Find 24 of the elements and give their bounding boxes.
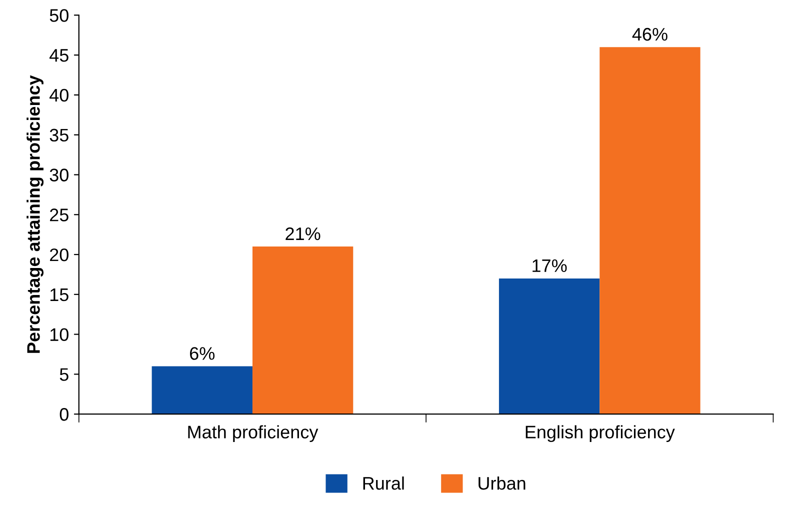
y-tick-label: 0 [60,408,68,421]
y-tick-label: 25 [50,208,68,222]
y-tick-label: 15 [50,288,68,302]
y-tick-label: 35 [50,128,68,142]
data-label: 21% [286,227,320,240]
legend-label: Rural [363,476,404,490]
x-tick-label: Math proficiency [188,425,318,442]
bar [600,47,700,414]
bar [498,278,600,414]
data-label: 6% [190,347,215,360]
bar [252,246,354,414]
data-label: 17% [532,259,567,272]
y-tick-label: 40 [50,88,68,102]
bar [152,366,252,414]
y-tick-label: 20 [50,248,68,262]
y-tick-label: 50 [50,9,68,22]
x-tick-label: English proficiency [526,425,675,442]
data-label: 46% [632,28,668,41]
y-tick-label: 10 [50,328,68,342]
legend-label: Urban [478,476,526,490]
y-tick-label: 45 [50,49,68,62]
y-tick-label: 30 [50,168,68,182]
y-tick-label: 5 [60,368,68,381]
y-axis-title: Percentage attaining proficiency [26,75,44,353]
